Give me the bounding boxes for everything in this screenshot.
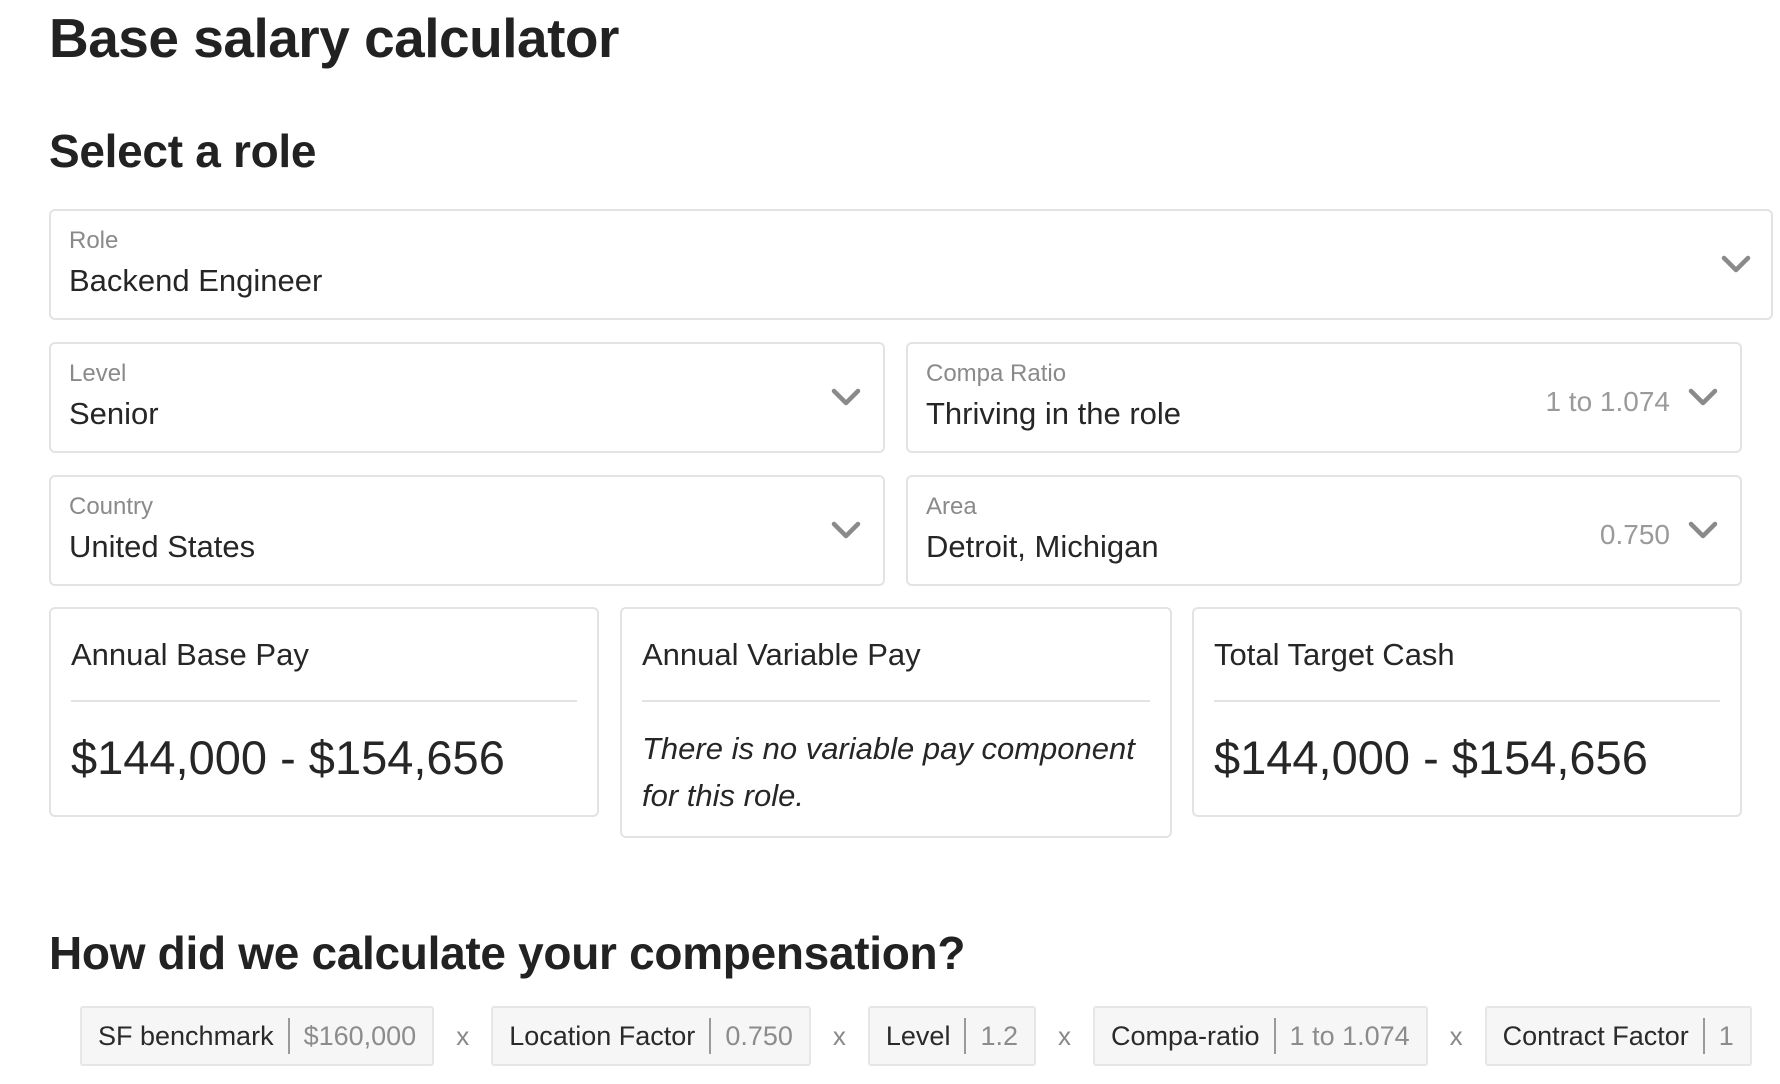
compa-ratio-select[interactable]: Compa Ratio Thriving in the role 1 to 1.… xyxy=(906,342,1742,453)
chevron-down-icon xyxy=(1721,255,1751,273)
formula-term-separator xyxy=(709,1018,712,1054)
annual-variable-pay-title: Annual Variable Pay xyxy=(642,637,921,672)
formula-term-key: Location Factor xyxy=(509,1020,696,1051)
chevron-down-icon xyxy=(831,521,861,539)
compensation-formula: SF benchmark $160,000 x Location Factor … xyxy=(80,1006,1752,1066)
formula-term-value: 0.750 xyxy=(725,1020,793,1051)
total-target-cash-amount: $144,000 - $154,656 xyxy=(1214,731,1648,784)
formula-term-key: Level xyxy=(885,1020,951,1051)
level-select-label: Level xyxy=(69,360,127,387)
total-target-cash-title: Total Target Cash xyxy=(1214,637,1455,672)
compa-ratio-select-value: Thriving in the role xyxy=(926,396,1182,431)
compa-ratio-select-label: Compa Ratio xyxy=(926,360,1067,387)
formula-term-separator xyxy=(287,1018,290,1054)
formula-term-value: $160,000 xyxy=(303,1020,417,1051)
multiply-operator: x xyxy=(456,1020,470,1051)
formula-term-separator xyxy=(1273,1018,1276,1054)
chevron-down-icon xyxy=(1688,388,1718,406)
multiply-operator: x xyxy=(832,1020,846,1051)
role-select-label: Role xyxy=(69,227,119,254)
area-select[interactable]: Area Detroit, Michigan 0.750 xyxy=(906,475,1742,586)
chevron-down-icon xyxy=(831,388,861,406)
annual-base-pay-title: Annual Base Pay xyxy=(71,637,309,672)
role-select-value: Backend Engineer xyxy=(69,263,323,298)
formula-term-location-factor: Location Factor 0.750 xyxy=(491,1006,811,1066)
formula-term-level: Level 1.2 xyxy=(867,1006,1036,1066)
formula-term-separator xyxy=(1702,1018,1705,1054)
formula-term-separator xyxy=(964,1018,967,1054)
card-divider xyxy=(1214,700,1720,702)
select-role-heading: Select a role xyxy=(49,125,317,177)
card-divider xyxy=(71,700,577,702)
formula-term-key: Contract Factor xyxy=(1502,1020,1689,1051)
page-title: Base salary calculator xyxy=(49,7,619,69)
calculation-heading: How did we calculate your compensation? xyxy=(49,927,966,979)
level-select[interactable]: Level Senior xyxy=(49,342,885,453)
multiply-operator: x xyxy=(1057,1020,1071,1051)
chevron-down-icon xyxy=(1688,521,1718,539)
annual-variable-pay-note: There is no variable pay component for t… xyxy=(642,731,1135,813)
formula-term-contract-factor: Contract Factor 1 xyxy=(1484,1006,1752,1066)
formula-term-value: 1 to 1.074 xyxy=(1289,1020,1410,1051)
annual-variable-pay-card: Annual Variable Pay There is no variable… xyxy=(620,607,1172,838)
formula-term-sf-benchmark: SF benchmark $160,000 xyxy=(80,1006,435,1066)
area-select-value: Detroit, Michigan xyxy=(926,529,1159,564)
country-select[interactable]: Country United States xyxy=(49,475,885,586)
formula-term-value: 1.2 xyxy=(980,1020,1018,1051)
card-divider xyxy=(642,700,1150,702)
annual-base-pay-amount: $144,000 - $154,656 xyxy=(71,731,505,784)
area-location-factor-hint: 0.750 xyxy=(1599,519,1670,550)
formula-term-compa-ratio: Compa-ratio 1 to 1.074 xyxy=(1092,1006,1428,1066)
formula-term-value: 1 xyxy=(1718,1020,1734,1051)
multiply-operator: x xyxy=(1449,1020,1463,1051)
area-select-label: Area xyxy=(926,493,977,520)
compa-ratio-hint: 1 to 1.074 xyxy=(1545,386,1670,417)
total-target-cash-card: Total Target Cash $144,000 - $154,656 xyxy=(1192,607,1742,817)
role-select[interactable]: Role Backend Engineer xyxy=(49,209,1773,320)
annual-base-pay-card: Annual Base Pay $144,000 - $154,656 xyxy=(49,607,599,817)
country-select-value: United States xyxy=(69,529,256,564)
formula-term-key: SF benchmark xyxy=(98,1020,274,1051)
level-select-value: Senior xyxy=(69,396,159,431)
formula-term-key: Compa-ratio xyxy=(1110,1020,1260,1051)
country-select-label: Country xyxy=(69,493,154,520)
